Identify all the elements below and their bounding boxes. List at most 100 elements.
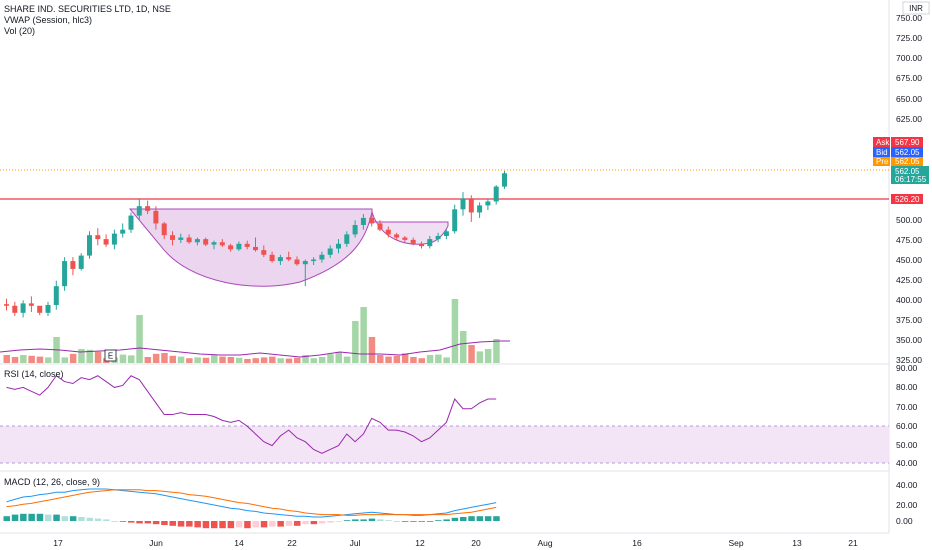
candle-body [95, 235, 101, 240]
bid-value-tag [891, 147, 923, 157]
volume-bar [493, 339, 500, 363]
cup-pattern [128, 208, 373, 287]
price-tick: 725.00 [896, 33, 922, 43]
ask-value: 567.90 [895, 138, 920, 147]
rsi-plot [6, 375, 497, 454]
volume-bar [194, 357, 201, 363]
macd-histogram-bar [227, 521, 235, 529]
signal-line [6, 489, 497, 516]
rsi-axis[interactable]: 90.00 80.00 70.00 60.00 50.00 40.00 [896, 363, 918, 468]
price-axis[interactable]: 750.00 725.00 700.00 675.00 650.00 625.0… [896, 13, 922, 365]
macd-histogram-bar [435, 520, 442, 521]
volume-bar [252, 358, 259, 363]
volume-bar [443, 357, 450, 363]
volume-bar [45, 357, 52, 363]
volume-bar [368, 337, 376, 363]
currency-box[interactable] [902, 1, 930, 15]
candle-body [194, 239, 200, 243]
candle-body [427, 239, 433, 247]
macd-histogram-bar [78, 517, 85, 521]
candle-body [302, 261, 308, 265]
candle-body [244, 243, 250, 247]
volume-bar [177, 356, 185, 363]
volume-bar [69, 353, 77, 363]
candle-body [186, 237, 192, 243]
volume-bar [352, 321, 359, 363]
quote-tags[interactable]: Ask 567.90 Bid 562.05 Pre 562.05 562.05 … [873, 137, 929, 204]
volume-ma-line [0, 340, 510, 358]
volume-bar [335, 351, 342, 363]
candle-body [203, 239, 209, 245]
candle-body [385, 229, 391, 235]
macd-histogram-bar [401, 521, 409, 522]
candle-body [369, 217, 375, 224]
time-tick: 14 [234, 538, 244, 548]
price-tick: 475.00 [896, 235, 922, 245]
candle-body [261, 250, 267, 255]
volume-bar [235, 357, 243, 363]
macd-histogram-bar [318, 521, 326, 524]
macd-histogram-bar [61, 516, 69, 521]
candle-body [460, 198, 466, 210]
rsi-band [0, 426, 889, 463]
volume-bar [36, 356, 44, 363]
volume-bar [393, 355, 401, 363]
rsi-tick: 80.00 [896, 382, 918, 392]
candle-body [352, 225, 358, 235]
volume-bar [128, 355, 135, 363]
time-tick: Aug [537, 538, 552, 548]
macd-plot [3, 488, 500, 529]
candle-body [111, 233, 117, 245]
rsi-tick: 90.00 [896, 363, 918, 373]
candle-body [12, 305, 18, 313]
last-price-tag [891, 166, 929, 184]
macd-histogram-bar [128, 521, 135, 523]
resistance-tag [891, 194, 923, 204]
candle-body [37, 305, 43, 313]
macd-histogram-bar [360, 519, 367, 521]
macd-histogram-bar [460, 517, 467, 521]
macd-histogram-bar [426, 521, 434, 522]
macd-histogram-bar [20, 513, 27, 521]
price-tick: 400.00 [896, 295, 922, 305]
price-tick: 625.00 [896, 114, 922, 124]
macd-histogram-bar [194, 521, 201, 528]
macd-histogram-bar [69, 516, 77, 521]
candle-body [20, 303, 26, 313]
candle-body [394, 234, 400, 238]
macd-histogram-bar [94, 518, 102, 521]
candle-body [493, 186, 499, 202]
earnings-marker[interactable] [104, 349, 117, 362]
pre-value-tag [891, 157, 923, 166]
macd-axis[interactable]: 40.00 20.00 0.00 [896, 480, 918, 526]
macd-histogram-bar [177, 521, 185, 527]
macd-histogram-bar [53, 514, 60, 521]
volume-bar [28, 355, 35, 363]
volume-bar [161, 353, 168, 363]
candle-body [62, 261, 68, 287]
macd-histogram-bar [3, 516, 10, 521]
volume-bar [426, 355, 434, 363]
candle-body [410, 239, 416, 244]
candles [4, 170, 507, 318]
price-tick: 500.00 [896, 215, 922, 225]
candle-body [145, 206, 151, 211]
macd-histogram-bar [235, 521, 243, 528]
rsi-tick: 50.00 [896, 440, 918, 450]
pre-value: 562.05 [895, 157, 920, 166]
time-axis[interactable]: 17 Jun 14 22 Jul 12 20 Aug 16 Sep 13 21 [53, 538, 858, 548]
macd-histogram-bar [377, 519, 384, 521]
volume-bar [11, 357, 19, 363]
volume-bar [385, 356, 392, 363]
candle-body [45, 304, 51, 313]
candle-body [443, 231, 449, 236]
bid-label: Bid [876, 148, 888, 157]
volume-bar [169, 355, 176, 363]
macd-histogram-bar [211, 521, 218, 529]
volume-bar [484, 349, 492, 363]
macd-histogram-bar [385, 520, 392, 521]
volume-bar [61, 357, 69, 363]
pre-label-tag [873, 157, 890, 166]
